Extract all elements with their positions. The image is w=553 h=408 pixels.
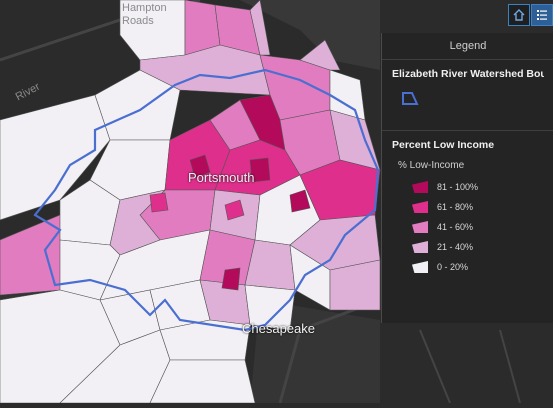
legend-class-row: 21 - 40% bbox=[412, 237, 544, 257]
legend-class-label: 0 - 20% bbox=[437, 262, 469, 272]
legend-class-label: 61 - 80% bbox=[437, 202, 474, 212]
place-label-portsmouth: Portsmouth bbox=[188, 170, 255, 185]
legend-header: Legend bbox=[382, 33, 553, 60]
legend-watershed-section: Elizabeth River Watershed Boundary bbox=[382, 60, 553, 131]
legend-income-title: Percent Low Income bbox=[392, 139, 495, 151]
place-label-chesapeake: Chesapeake bbox=[242, 321, 315, 336]
legend-class-label: 81 - 100% bbox=[437, 182, 479, 192]
legend-class-row: 81 - 100% bbox=[412, 177, 544, 197]
legend-class-row: 61 - 80% bbox=[412, 197, 544, 217]
watershed-boundary bbox=[33, 68, 380, 332]
legend-class-label: 41 - 60% bbox=[437, 222, 474, 232]
legend-class-row: 0 - 20% bbox=[412, 257, 544, 277]
legend-panel: Legend Elizabeth River Watershed Boundar… bbox=[381, 33, 553, 323]
legend-income-subtitle: % Low-Income bbox=[398, 160, 465, 171]
land-mass bbox=[60, 0, 380, 70]
legend-watershed-title: Elizabeth River Watershed Boundary bbox=[392, 68, 544, 80]
road bbox=[499, 329, 521, 404]
legend-class-swatch bbox=[412, 261, 428, 273]
home-icon bbox=[513, 9, 525, 21]
legend-class-swatch bbox=[412, 181, 428, 193]
place-label-hampton-roads: Hampton Roads bbox=[122, 2, 167, 27]
road bbox=[419, 329, 451, 404]
census-tracts bbox=[0, 0, 381, 404]
legend-class-swatch bbox=[412, 241, 428, 253]
home-button[interactable] bbox=[508, 4, 530, 26]
watershed-boundary-swatch bbox=[402, 92, 419, 105]
legend-income-section: Percent Low Income % Low-Income 81 - 100… bbox=[382, 131, 553, 283]
legend-class-swatch bbox=[412, 221, 428, 233]
legend-class-label: 21 - 40% bbox=[437, 242, 474, 252]
legend-list-icon bbox=[537, 10, 547, 20]
legend-toggle-button[interactable] bbox=[531, 4, 553, 26]
legend-class-swatch bbox=[412, 201, 428, 213]
legend-class-row: 41 - 60% bbox=[412, 217, 544, 237]
